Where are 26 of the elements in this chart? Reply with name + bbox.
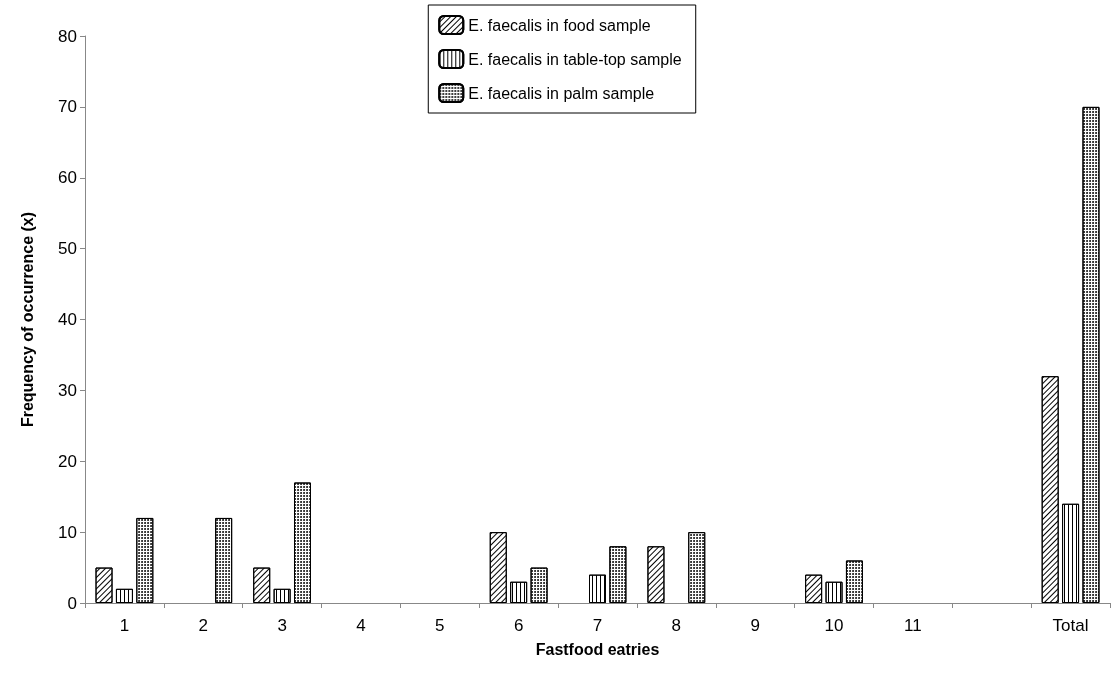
y-tick-label: 80 (58, 26, 77, 46)
x-tick-label: 3 (277, 616, 287, 635)
x-tick-label: 6 (513, 616, 524, 635)
y-tick-label: 50 (58, 239, 77, 259)
y-tick-label: 10 (58, 522, 77, 542)
x-tick-label: 11 (904, 616, 922, 635)
y-tick-label: 40 (58, 310, 77, 329)
x-axis-title: Fastfood eatries (535, 640, 660, 658)
x-tick-label: 10 (824, 616, 844, 635)
legend-label: E. faecalis in palm sample (468, 84, 655, 102)
x-tick-label: 7 (592, 616, 603, 635)
x-tick-label: 8 (671, 616, 682, 635)
x-tick-label: 4 (356, 616, 366, 635)
x-tick-label: 1 (119, 616, 130, 635)
y-axis-title: Frequency of occurrence (x) (18, 211, 36, 428)
x-tick-label: Total (1052, 616, 1089, 635)
y-tick-label: 0 (67, 593, 77, 613)
y-tick-label: 60 (58, 168, 77, 188)
legend-label: E. faecalis in table-top sample (468, 50, 682, 68)
x-tick-label: 2 (198, 616, 208, 635)
y-tick-label: 30 (58, 380, 77, 400)
x-tick-label: 5 (435, 616, 445, 635)
legend-label: E. faecalis in food sample (468, 16, 651, 34)
x-tick-label: 9 (750, 616, 760, 635)
y-tick-label: 20 (58, 451, 77, 471)
y-tick-label: 70 (58, 97, 77, 117)
